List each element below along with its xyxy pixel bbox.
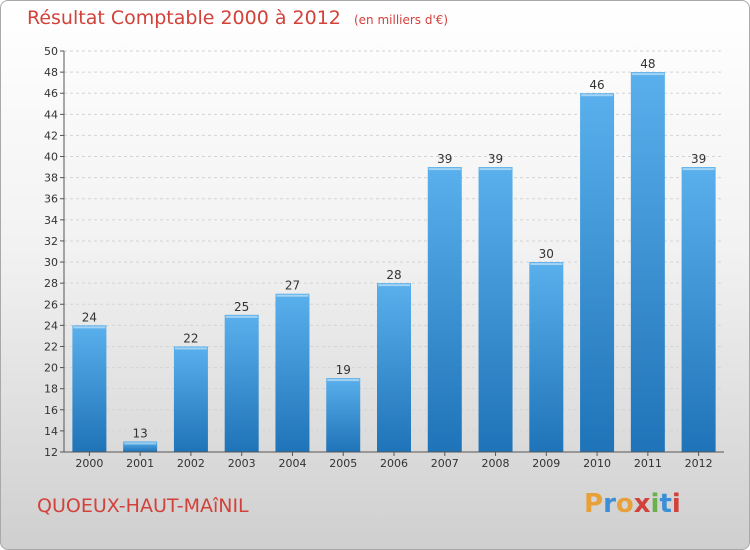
- value-label: 27: [285, 279, 300, 293]
- bar-highlight: [276, 294, 309, 297]
- y-tick-label: 12: [44, 446, 58, 459]
- bar-2007: [427, 167, 462, 452]
- bar-2011: [630, 72, 665, 453]
- x-tick-label: 2006: [380, 457, 408, 470]
- x-tick-label: 2009: [532, 457, 560, 470]
- bar-2002: [173, 346, 208, 452]
- x-tick-label: 2001: [126, 457, 154, 470]
- bar-highlight: [73, 326, 106, 329]
- bar-2009: [529, 262, 564, 452]
- y-tick-label: 32: [44, 235, 58, 248]
- logo-letter: r: [603, 489, 616, 519]
- bar-2012: [681, 167, 716, 452]
- x-tick-label: 2007: [431, 457, 459, 470]
- x-tick-label: 2005: [329, 457, 357, 470]
- value-label: 30: [539, 247, 554, 261]
- x-tick-label: 2008: [482, 457, 510, 470]
- value-label: 25: [234, 300, 249, 314]
- x-tick-label: 2010: [583, 457, 611, 470]
- bar-highlight: [479, 168, 512, 171]
- bar-highlight: [631, 73, 664, 76]
- y-tick-label: 16: [44, 404, 58, 417]
- chart-title: Résultat Comptable 2000 à 2012 (en milli…: [27, 7, 448, 29]
- x-tick-label: 2000: [75, 457, 103, 470]
- y-tick-label: 18: [44, 383, 58, 396]
- x-tick-label: 2011: [634, 457, 662, 470]
- y-tick-label: 34: [44, 214, 58, 227]
- bar-highlight: [682, 168, 715, 171]
- logo-letter: P: [584, 489, 604, 519]
- y-tick-label: 28: [44, 277, 58, 290]
- commune-name: QUOEUX-HAUT-MAîNIL: [37, 495, 249, 517]
- bar-highlight: [124, 442, 157, 445]
- y-tick-label: 22: [44, 340, 58, 353]
- bar-highlight: [530, 263, 563, 266]
- bar-highlight: [378, 284, 410, 287]
- bar-2008: [478, 167, 513, 452]
- labels: 12 14 16 18 20 22 24 26 28 30 32 34 36 38 40 42 44 46 48 50…: [44, 45, 713, 470]
- y-tick-label: 50: [44, 45, 58, 58]
- y-tick-label: 26: [44, 298, 58, 311]
- value-label: 39: [691, 152, 706, 166]
- y-tick-label: 38: [44, 172, 58, 185]
- value-label: 13: [133, 426, 148, 440]
- bar-2000: [72, 325, 107, 452]
- value-label: 46: [589, 78, 604, 92]
- bar-2005: [326, 378, 361, 452]
- y-tick-label: 36: [44, 193, 58, 206]
- proxiti-logo: Proxiti: [584, 489, 681, 519]
- logo-letter: t: [659, 489, 672, 519]
- x-tick-label: 2004: [278, 457, 306, 470]
- value-label: 28: [386, 268, 401, 282]
- bar-highlight: [225, 315, 258, 318]
- value-label: 19: [336, 363, 351, 377]
- bar-highlight: [327, 379, 360, 382]
- bar-2006: [377, 283, 411, 452]
- chart-title-main: Résultat Comptable 2000 à 2012: [27, 7, 341, 29]
- bar-2003: [224, 314, 259, 452]
- value-label: 22: [183, 331, 198, 345]
- bar-highlight: [581, 94, 614, 97]
- logo-letter: i: [650, 489, 660, 519]
- y-tick-label: 14: [44, 425, 58, 438]
- bar-2010: [580, 93, 615, 453]
- logo-letter: x: [633, 489, 651, 519]
- bar-highlight: [428, 168, 461, 171]
- axes: [60, 50, 724, 456]
- y-tick-label: 24: [44, 319, 58, 332]
- y-tick-label: 44: [44, 108, 58, 121]
- x-tick-label: 2002: [177, 457, 205, 470]
- y-tick-label: 42: [44, 129, 58, 142]
- logo-letter: o: [615, 489, 634, 519]
- value-label: 48: [640, 57, 655, 71]
- bars: [72, 72, 716, 453]
- bar-highlight: [174, 347, 207, 350]
- y-tick-label: 20: [44, 362, 58, 375]
- bar-2004: [275, 293, 310, 452]
- y-tick-label: 30: [44, 256, 58, 269]
- x-tick-label: 2003: [228, 457, 256, 470]
- value-label: 24: [82, 310, 97, 324]
- x-tick-label: 2012: [685, 457, 713, 470]
- chart-subtitle: (en milliers d'€): [353, 13, 449, 27]
- y-tick-label: 48: [44, 66, 58, 79]
- value-label: 39: [437, 152, 452, 166]
- bar-2001: [123, 441, 158, 452]
- value-label: 39: [488, 152, 503, 166]
- y-tick-label: 40: [44, 151, 58, 164]
- y-tick-label: 46: [44, 87, 58, 100]
- logo-letter: i: [671, 489, 681, 519]
